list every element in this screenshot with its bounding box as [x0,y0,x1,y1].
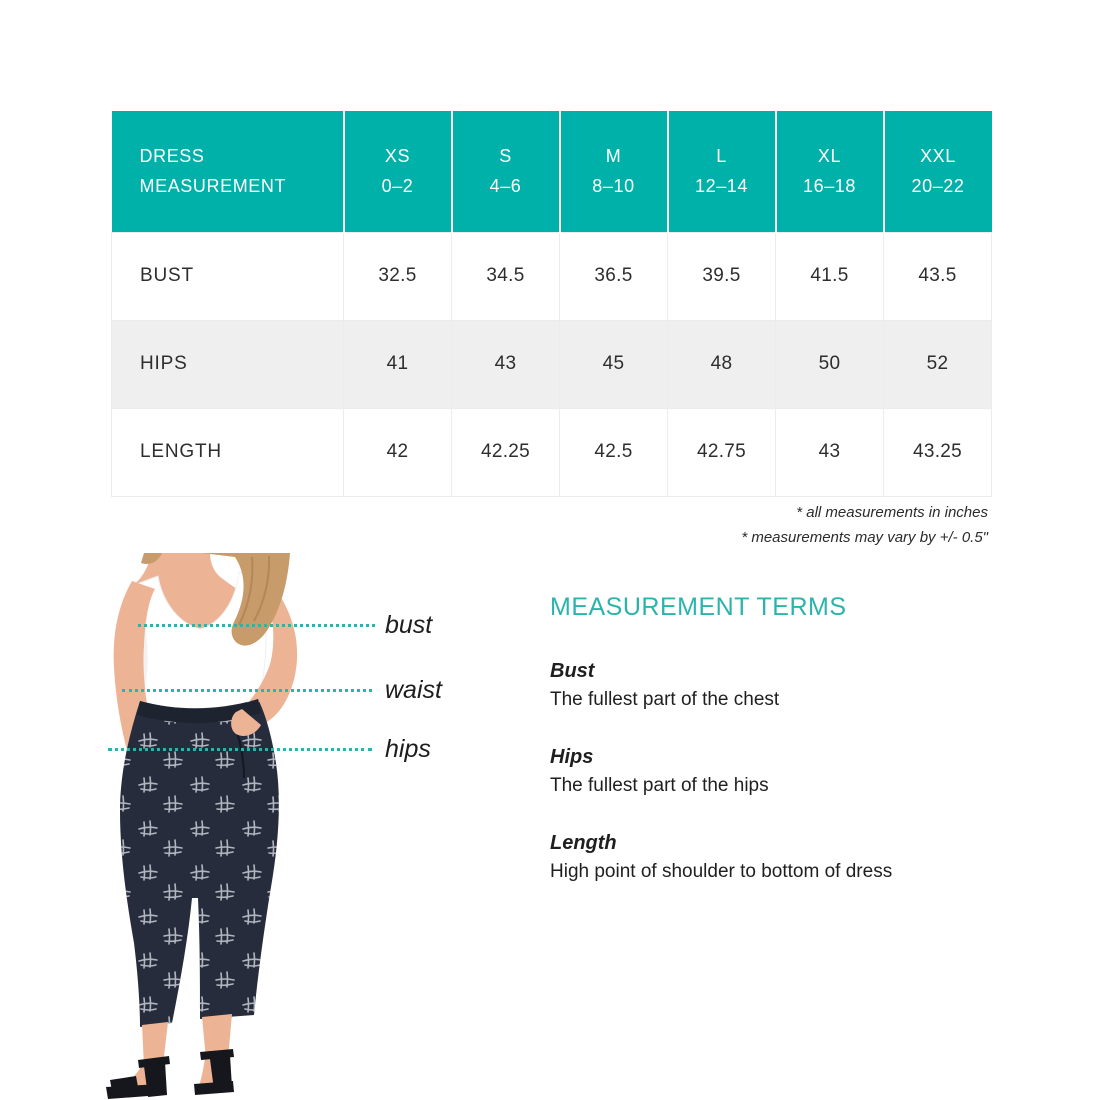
cell-value: 48 [667,319,776,409]
bust-measure-line [138,624,375,627]
measurement-terms-title: MEASUREMENT TERMS [550,593,847,621]
size-range: 4–6 [489,176,522,197]
cell-value: 36.5 [559,231,668,321]
cell-value: 50 [775,319,884,409]
footnotes: * all measurements in inches * measureme… [741,500,988,550]
hair-wisp-left [141,553,162,564]
cell-value: 39.5 [667,231,776,321]
waist-line-label: waist [385,676,442,704]
term-definition: The fullest part of the chest [550,689,780,710]
size-range: 12–14 [694,176,749,197]
hair-strands [238,555,271,626]
size-range: 16–18 [802,176,857,197]
size-range: 20–22 [911,176,965,197]
cell-value: 43.5 [883,231,992,321]
cell-value: 43 [775,407,884,497]
model-right-hand [231,709,261,736]
cell-value: 42.5 [559,407,668,497]
size-code: M [605,146,622,167]
model-right-arm [242,571,298,726]
header-size-xxl: XXL 20–22 [883,111,992,232]
table-row-length: LENGTH 42 42.25 42.5 42.75 43 43.25 [111,407,992,497]
right-ankle [202,1014,232,1059]
cell-value: 42.75 [667,407,776,497]
term-name: Length [550,832,617,854]
header-label-line2: MEASUREMENT [139,176,287,197]
term-group-bust: Bust The fullest part of the chest [550,657,1020,715]
waist-measure-line [122,689,372,692]
left-shoe [106,1056,170,1099]
pants-pattern [120,699,279,1027]
size-code: XXL [920,146,956,167]
dress-measurement-table: DRESS MEASUREMENT XS 0–2 S 4–6 M 8–10 L [111,111,992,497]
cell-value: 42 [343,407,452,497]
left-ankle [142,1022,168,1067]
model-photo [82,553,332,1100]
cell-value: 41.5 [775,231,884,321]
pants-waistband [137,699,261,724]
right-shoe [194,1049,234,1095]
header-size-xs: XS 0–2 [343,111,453,232]
footnote-variance: * measurements may vary by +/- 0.5" [741,529,988,546]
cell-value: 34.5 [451,231,560,321]
cell-value: 32.5 [343,231,452,321]
term-group-hips: Hips The fullest part of the hips [550,743,1020,801]
cell-value: 42.25 [451,407,560,497]
term-definition: The fullest part of the hips [550,775,769,796]
header-size-m: M 8–10 [559,111,669,232]
term-name: Hips [550,746,594,768]
hips-line-label: hips [385,735,431,763]
cell-value: 43 [451,319,560,409]
row-label: BUST [111,231,344,321]
header-label-line1: DRESS [139,146,205,167]
cell-value: 45 [559,319,668,409]
size-code: XL [817,146,842,167]
row-label: HIPS [111,319,344,409]
term-name: Bust [550,660,595,682]
table-row-hips: HIPS 41 43 45 48 50 52 [111,319,992,409]
term-definition: High point of shoulder to bottom of dres… [550,861,893,882]
term-group-length: Length High point of shoulder to bottom … [550,829,1020,887]
cell-value: 41 [343,319,452,409]
table-row-bust: BUST 32.5 34.5 36.5 39.5 41.5 43.5 [111,231,992,321]
size-range: 8–10 [592,176,635,197]
cell-value: 52 [883,319,992,409]
row-label: LENGTH [111,407,344,497]
hips-measure-line [108,748,372,751]
header-dress-measurement: DRESS MEASUREMENT [111,111,345,232]
bust-line-label: bust [385,611,433,639]
table-header-row: DRESS MEASUREMENT XS 0–2 S 4–6 M 8–10 L [111,111,992,232]
size-code: S [499,146,512,167]
footnote-units: * all measurements in inches [796,504,988,521]
size-range: 0–2 [381,176,414,197]
header-size-s: S 4–6 [451,111,561,232]
size-code: L [716,146,727,167]
header-size-l: L 12–14 [667,111,777,232]
cell-value: 43.25 [883,407,992,497]
measurement-terms-section: MEASUREMENT TERMS Bust The fullest part … [550,593,1020,887]
model-illustration [106,553,298,1099]
header-size-xl: XL 16–18 [775,111,885,232]
size-code: XS [384,146,411,167]
